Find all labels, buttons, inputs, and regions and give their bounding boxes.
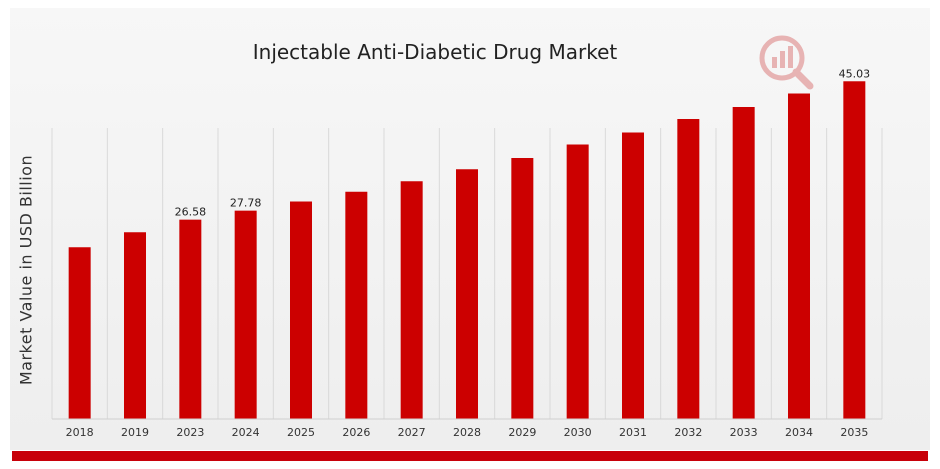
- x-tick-label: 2033: [730, 426, 758, 439]
- bar-2025: [290, 201, 312, 419]
- bars: [68, 81, 866, 420]
- bar-2028: [456, 169, 478, 419]
- x-tick-label: 2026: [342, 426, 370, 439]
- footer-bar: [12, 451, 928, 461]
- x-tick-label: 2018: [66, 426, 94, 439]
- bar-2031: [622, 132, 644, 419]
- x-tick-label: 2027: [398, 426, 426, 439]
- x-tick-label: 2025: [287, 426, 315, 439]
- data-label: 26.58: [175, 206, 207, 219]
- x-tick-label: 2023: [176, 426, 204, 439]
- bar-2033: [732, 107, 755, 419]
- bar-2032: [677, 119, 700, 419]
- bar-2024: [234, 210, 257, 419]
- research-chart-icon: [756, 30, 818, 96]
- x-tick-label: 2030: [564, 426, 592, 439]
- bar-2026: [345, 191, 368, 419]
- data-label: 27.78: [230, 197, 262, 210]
- x-tick-label: 2035: [840, 426, 868, 439]
- data-label: 45.03: [839, 67, 871, 80]
- x-tick-label: 2024: [232, 426, 260, 439]
- x-tick-label: 2028: [453, 426, 481, 439]
- bar-2034: [788, 93, 810, 419]
- bar-2018: [68, 247, 91, 419]
- x-tick-labels: 2018 2019 2023 2024 2025 2026 2027 2028 2029 2030…: [66, 426, 869, 439]
- chart-title: Injectable Anti-Diabetic Drug Market: [252, 40, 618, 64]
- grid-lines: [51, 128, 883, 419]
- data-labels: 26.58 27.78 45.03: [175, 67, 871, 219]
- bar-2035: [843, 81, 866, 420]
- x-tick-label: 2032: [674, 426, 702, 439]
- x-tick-label: 2034: [785, 426, 813, 439]
- x-tick-label: 2031: [619, 426, 647, 439]
- x-tick-label: 2029: [508, 426, 536, 439]
- bar-2023: [179, 219, 202, 419]
- bar-2027: [400, 181, 423, 419]
- bar-2029: [511, 158, 534, 419]
- bar-2030: [566, 144, 589, 419]
- bar-2019: [124, 232, 146, 419]
- x-tick-label: 2019: [121, 426, 149, 439]
